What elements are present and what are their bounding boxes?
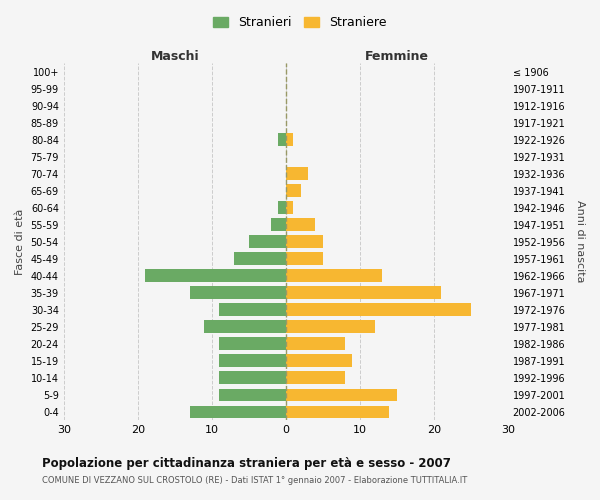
Bar xyxy=(271,218,286,230)
Bar xyxy=(278,202,286,213)
Bar xyxy=(286,320,374,332)
Bar xyxy=(286,202,293,213)
Bar xyxy=(286,168,308,179)
Legend: Stranieri, Straniere: Stranieri, Straniere xyxy=(208,11,392,34)
Bar xyxy=(190,406,286,418)
Bar xyxy=(286,304,471,316)
Bar xyxy=(205,320,286,332)
Bar xyxy=(219,304,286,316)
Text: Popolazione per cittadinanza straniera per età e sesso - 2007: Popolazione per cittadinanza straniera p… xyxy=(42,458,451,470)
Bar xyxy=(286,286,441,298)
Bar xyxy=(286,338,345,349)
Bar xyxy=(219,354,286,366)
Y-axis label: Fasce di età: Fasce di età xyxy=(15,208,25,275)
Bar xyxy=(286,134,293,145)
Bar xyxy=(234,252,286,264)
Bar xyxy=(286,252,323,264)
Bar xyxy=(219,338,286,349)
Text: Maschi: Maschi xyxy=(151,50,199,63)
Bar xyxy=(286,372,345,384)
Bar xyxy=(219,388,286,401)
Bar xyxy=(286,236,323,248)
Bar xyxy=(278,134,286,145)
Bar xyxy=(286,270,382,281)
Bar xyxy=(286,218,316,230)
Bar xyxy=(286,184,301,196)
Bar xyxy=(190,286,286,298)
Text: COMUNE DI VEZZANO SUL CROSTOLO (RE) - Dati ISTAT 1° gennaio 2007 - Elaborazione : COMUNE DI VEZZANO SUL CROSTOLO (RE) - Da… xyxy=(42,476,467,485)
Bar xyxy=(249,236,286,248)
Bar xyxy=(219,372,286,384)
Bar xyxy=(286,354,352,366)
Bar xyxy=(145,270,286,281)
Y-axis label: Anni di nascita: Anni di nascita xyxy=(575,200,585,283)
Text: Femmine: Femmine xyxy=(365,50,429,63)
Bar xyxy=(286,406,389,418)
Bar xyxy=(286,388,397,401)
